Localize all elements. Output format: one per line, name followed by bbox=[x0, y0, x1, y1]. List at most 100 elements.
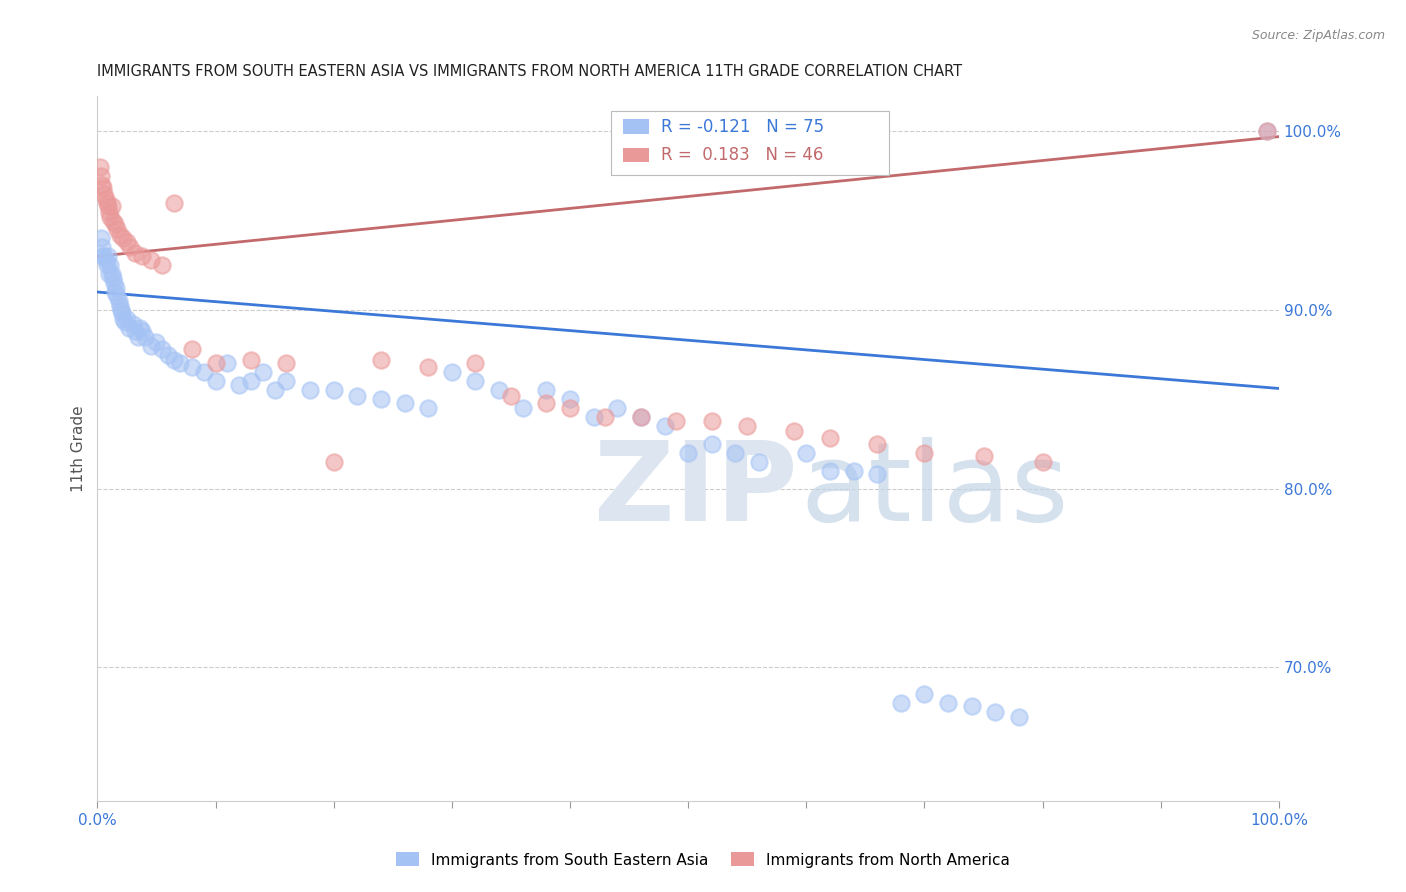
Point bbox=[118, 320, 141, 334]
Point bbox=[842, 464, 865, 478]
Point bbox=[322, 384, 344, 398]
Point bbox=[973, 450, 995, 464]
Point bbox=[94, 252, 117, 267]
Point bbox=[440, 365, 463, 379]
Point bbox=[536, 384, 558, 398]
Point bbox=[103, 276, 125, 290]
Point bbox=[90, 169, 112, 183]
Point bbox=[150, 342, 173, 356]
Point bbox=[91, 249, 114, 263]
Point bbox=[131, 249, 153, 263]
Point bbox=[783, 425, 806, 439]
Point bbox=[139, 252, 162, 267]
Point bbox=[115, 311, 138, 326]
Point bbox=[1256, 124, 1278, 138]
Point bbox=[488, 384, 510, 398]
Text: atlas: atlas bbox=[800, 437, 1069, 544]
Point bbox=[105, 281, 128, 295]
Point bbox=[101, 213, 124, 227]
Point bbox=[114, 315, 136, 329]
Point bbox=[299, 384, 322, 398]
Point bbox=[89, 160, 111, 174]
Point bbox=[98, 204, 121, 219]
Legend: Immigrants from South Eastern Asia, Immigrants from North America: Immigrants from South Eastern Asia, Immi… bbox=[389, 847, 1017, 873]
Y-axis label: 11th Grade: 11th Grade bbox=[72, 405, 86, 491]
Point bbox=[595, 410, 617, 425]
Point bbox=[418, 401, 440, 416]
Point bbox=[163, 195, 186, 210]
Point bbox=[370, 352, 392, 367]
Point bbox=[93, 249, 115, 263]
Point bbox=[98, 258, 121, 272]
Point bbox=[735, 419, 758, 434]
Point bbox=[121, 317, 143, 331]
Point bbox=[90, 231, 112, 245]
Point bbox=[890, 696, 912, 710]
Text: R =  0.183   N = 46: R = 0.183 N = 46 bbox=[661, 145, 824, 164]
Point bbox=[654, 419, 676, 434]
Point bbox=[98, 210, 121, 224]
Point bbox=[239, 352, 262, 367]
Point bbox=[558, 392, 581, 407]
Point bbox=[91, 181, 114, 195]
Point bbox=[914, 687, 936, 701]
Point bbox=[582, 410, 605, 425]
Point bbox=[127, 329, 149, 343]
Point bbox=[630, 410, 652, 425]
Point bbox=[464, 356, 486, 370]
Point bbox=[700, 414, 723, 428]
Point bbox=[110, 302, 132, 317]
Point bbox=[464, 374, 486, 388]
Point bbox=[866, 467, 889, 482]
Point bbox=[112, 311, 135, 326]
Point bbox=[558, 401, 581, 416]
Point bbox=[91, 240, 114, 254]
Point bbox=[157, 347, 180, 361]
FancyBboxPatch shape bbox=[612, 111, 889, 175]
Point bbox=[163, 352, 186, 367]
Point bbox=[120, 240, 142, 254]
Point bbox=[100, 199, 122, 213]
Point bbox=[104, 285, 127, 299]
Point bbox=[101, 270, 124, 285]
Point bbox=[124, 324, 146, 338]
Point bbox=[96, 195, 118, 210]
Point bbox=[630, 410, 652, 425]
Point bbox=[263, 384, 285, 398]
Text: Source: ZipAtlas.com: Source: ZipAtlas.com bbox=[1251, 29, 1385, 42]
Text: R = -0.121   N = 75: R = -0.121 N = 75 bbox=[661, 118, 824, 136]
Bar bbox=[623, 120, 650, 134]
Point bbox=[1032, 455, 1054, 469]
Point bbox=[134, 329, 156, 343]
Point bbox=[131, 324, 153, 338]
Point bbox=[108, 227, 131, 242]
Point bbox=[228, 378, 250, 392]
Point bbox=[91, 178, 114, 192]
Point bbox=[204, 356, 226, 370]
Point bbox=[107, 293, 129, 308]
Point bbox=[724, 446, 747, 460]
Point bbox=[936, 696, 959, 710]
Point bbox=[676, 446, 699, 460]
Point bbox=[1008, 710, 1031, 724]
Point bbox=[818, 464, 841, 478]
Point bbox=[107, 222, 129, 236]
Point bbox=[276, 356, 298, 370]
Point bbox=[322, 455, 344, 469]
Point bbox=[418, 359, 440, 374]
Point bbox=[180, 342, 202, 356]
Point bbox=[111, 306, 134, 320]
Point bbox=[252, 365, 274, 379]
Point bbox=[96, 258, 118, 272]
Point bbox=[169, 356, 191, 370]
Point bbox=[145, 334, 167, 349]
Point bbox=[536, 396, 558, 410]
Text: IMMIGRANTS FROM SOUTH EASTERN ASIA VS IMMIGRANTS FROM NORTH AMERICA 11TH GRADE C: IMMIGRANTS FROM SOUTH EASTERN ASIA VS IM… bbox=[97, 64, 963, 79]
Point bbox=[180, 359, 202, 374]
Point bbox=[665, 414, 688, 428]
Point bbox=[97, 249, 120, 263]
Point bbox=[394, 396, 416, 410]
Point bbox=[108, 299, 131, 313]
Bar bbox=[623, 148, 650, 161]
Point bbox=[94, 192, 117, 206]
